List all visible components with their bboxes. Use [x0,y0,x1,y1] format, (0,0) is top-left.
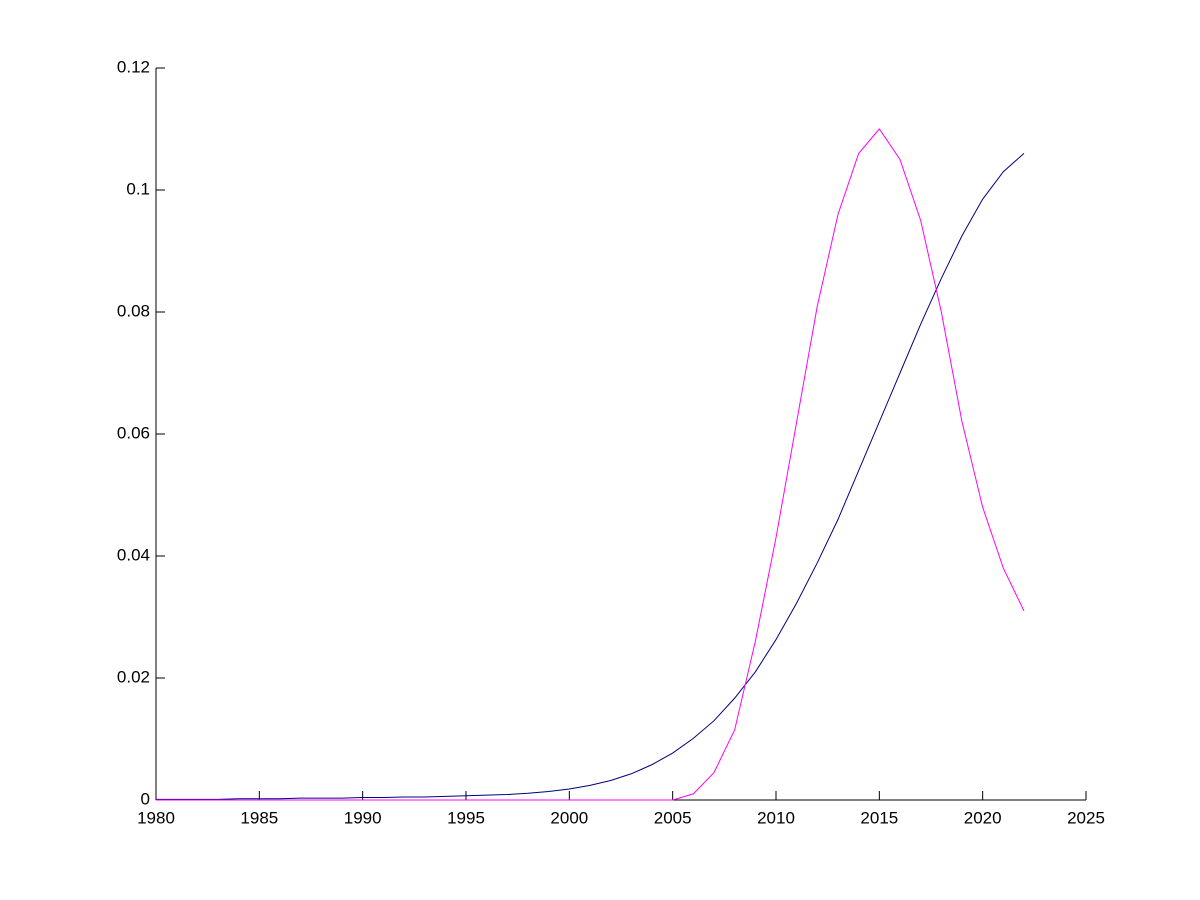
x-tick-label: 1980 [137,808,175,827]
y-tick-label: 0.02 [117,667,150,686]
y-tick-label: 0.1 [126,179,150,198]
y-tick-label: 0.04 [117,545,150,564]
x-tick-label: 1985 [240,808,278,827]
y-tick-label: 0.12 [117,57,150,76]
x-tick-label: 2005 [654,808,692,827]
series-line [156,128,1025,801]
y-tick-label: 0.08 [117,301,150,320]
y-tick-label: 0.06 [117,423,150,442]
y-tick-label: 0 [141,789,150,808]
x-tick-label: 1995 [447,808,485,827]
x-tick-label: 2015 [860,808,898,827]
x-tick-label: 1990 [344,808,382,827]
x-tick-label: 2025 [1067,808,1105,827]
x-tick-label: 2010 [757,808,795,827]
series-line [156,153,1025,800]
x-tick-label: 2000 [550,808,588,827]
x-tick-label: 2020 [964,808,1002,827]
